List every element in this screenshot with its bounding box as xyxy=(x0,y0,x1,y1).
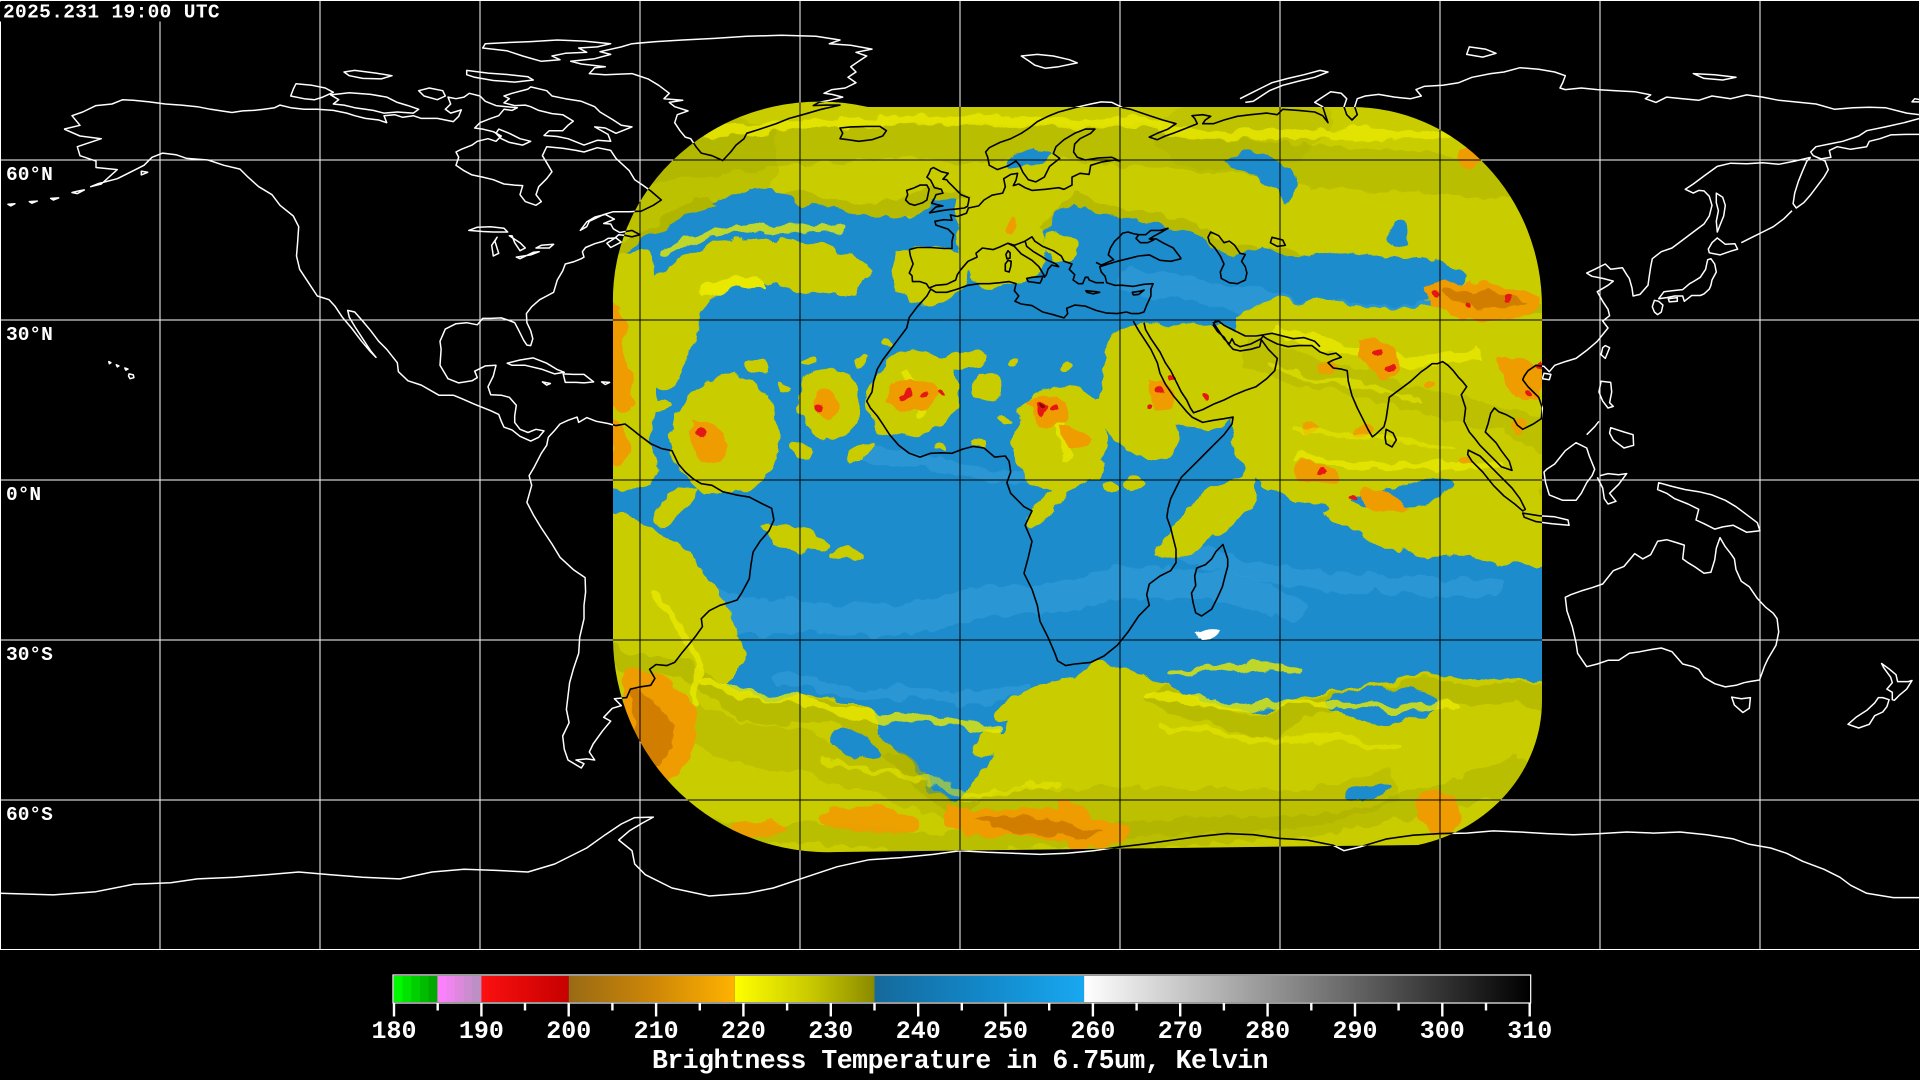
svg-text:260: 260 xyxy=(1070,1017,1115,1046)
svg-text:270: 270 xyxy=(1158,1017,1203,1046)
svg-text:210: 210 xyxy=(634,1017,679,1046)
svg-text:180: 180 xyxy=(371,1017,416,1046)
svg-text:60°S: 60°S xyxy=(6,804,53,826)
svg-text:30°S: 30°S xyxy=(6,644,53,666)
svg-text:290: 290 xyxy=(1332,1017,1377,1046)
svg-text:0°N: 0°N xyxy=(6,484,41,506)
svg-text:250: 250 xyxy=(983,1017,1028,1046)
svg-text:Brightness Temperature in 6.75: Brightness Temperature in 6.75um, Kelvin xyxy=(652,1046,1268,1076)
svg-text:2025.231 19:00 UTC: 2025.231 19:00 UTC xyxy=(3,2,220,24)
svg-text:60°N: 60°N xyxy=(6,164,53,186)
svg-text:310: 310 xyxy=(1507,1017,1552,1046)
svg-text:300: 300 xyxy=(1420,1017,1465,1046)
svg-text:200: 200 xyxy=(546,1017,591,1046)
svg-text:280: 280 xyxy=(1245,1017,1290,1046)
svg-text:230: 230 xyxy=(808,1017,853,1046)
svg-text:240: 240 xyxy=(896,1017,941,1046)
svg-text:30°N: 30°N xyxy=(6,324,53,346)
svg-text:190: 190 xyxy=(459,1017,504,1046)
svg-text:220: 220 xyxy=(721,1017,766,1046)
